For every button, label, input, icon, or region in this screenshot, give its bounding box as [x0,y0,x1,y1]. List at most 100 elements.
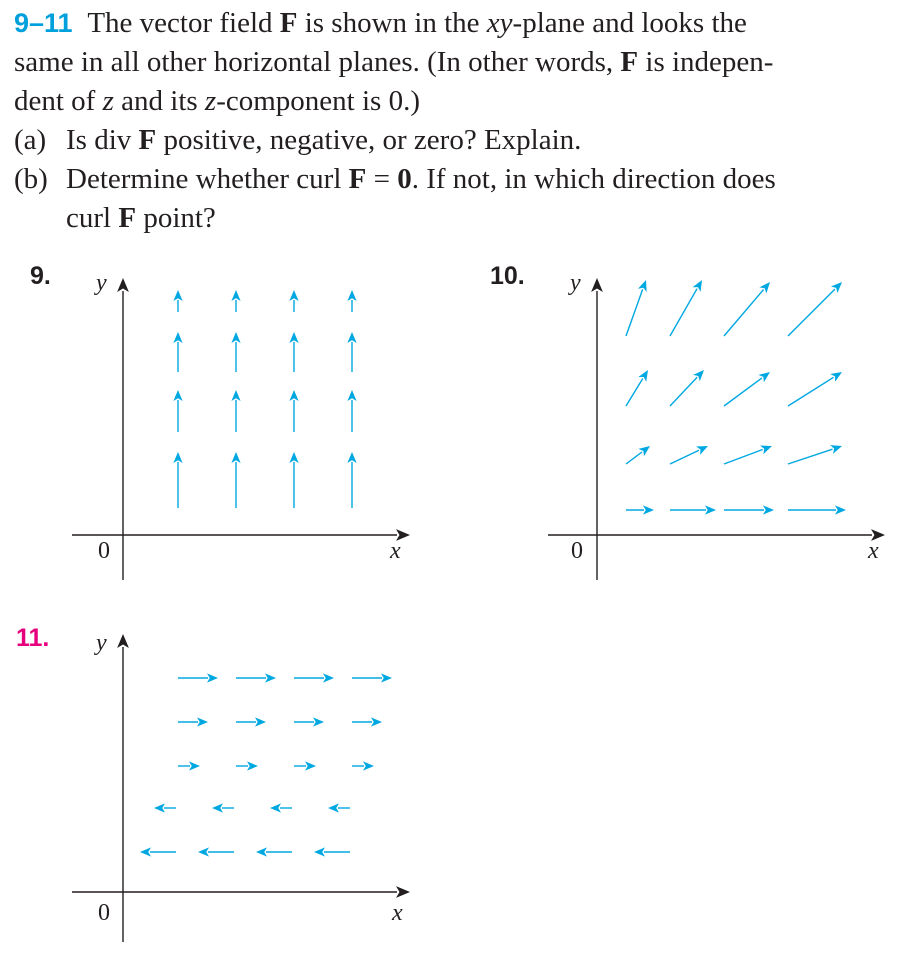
vector-arrow [625,280,647,337]
vector-arrow [347,290,357,312]
text: point? [143,202,216,234]
text: -plane and looks the [512,7,747,39]
vector-arrow [787,372,842,407]
part-b: (b) Determine whether curl F = 0. If not,… [14,160,894,199]
vector-arrow [256,847,292,857]
vector-arrow [289,332,299,372]
vector-arrow [289,452,299,508]
x-axis [72,529,410,541]
vector-arrow [178,761,200,771]
zero-vector: 0 [397,163,412,195]
y-axis-label: y [568,270,581,296]
x-axis [548,529,885,541]
vector-F: F [118,202,137,234]
problem-line-2: same in all other horizontal planes. (In… [14,43,894,82]
vector-arrow [314,847,350,857]
origin-label: 0 [98,538,110,564]
vector-arrow [289,290,299,312]
vector-F: F [348,163,367,195]
vector-arrow [289,390,299,432]
vector-arrow [198,847,234,857]
x-axis-label: x [867,538,879,564]
text: The vector field [87,7,273,39]
vector-arrow [724,505,774,515]
vector-arrow [787,282,842,337]
text: Determine whether curl [66,163,342,195]
vector-arrow [626,505,654,515]
vector-arrow [236,761,258,771]
text: dent of [14,85,96,117]
part-b-label: (b) [14,163,48,195]
vector-F: F [138,124,157,156]
vector-arrow [723,282,770,337]
text: same in all other horizontal planes. (In… [14,46,614,78]
vector-arrow [788,505,846,515]
vector-arrow [347,452,357,508]
y-axis-label: y [94,630,107,656]
equals-sign: = [373,163,390,195]
figure-11-label: 11. [16,624,50,652]
y-axis [117,634,129,942]
vector-arrow [328,803,350,813]
vector-arrow [669,370,704,407]
vector-arrow [294,717,324,727]
vector-arrow [173,390,183,432]
vector-arrow [352,761,374,771]
xy-italic: xy [486,7,513,39]
origin-label: 0 [98,900,110,926]
problem-text: 9–11 The vector field F is shown in the … [14,4,894,238]
vector-arrow [723,445,772,465]
text: -component is 0.) [216,85,420,117]
vector-arrow [231,452,241,508]
x-axis [72,886,410,898]
vector-arrow [236,717,266,727]
vector-arrow [231,390,241,432]
vector-arrow [670,505,716,515]
figure-11-vector-field: y x 0 [72,630,410,942]
vector-arrow [294,673,334,683]
vector-arrow [347,390,357,432]
vector-arrow [669,280,702,337]
vector-arrow [173,290,183,312]
vector-arrow [154,803,176,813]
text: . If not, in which direction does [411,163,776,195]
vector-arrow [178,717,208,727]
text: Is div [66,124,132,156]
vector-arrow [669,446,708,465]
text: and its [121,85,198,117]
vector-arrow [178,673,218,683]
y-axis-label: y [94,270,107,296]
vector-arrow [270,803,292,813]
problem-line-1: 9–11 The vector field F is shown in the … [14,4,894,43]
figure-10-label: 10. [490,262,525,290]
vector-arrow [723,372,770,407]
x-axis-label: x [391,900,403,926]
text: is indepen- [645,46,774,78]
text: curl [66,202,112,234]
vector-arrow [140,847,176,857]
text: is shown in the [304,7,480,39]
vector-arrow [212,803,234,813]
vector-arrow [173,332,183,372]
vector-arrow [625,370,648,407]
figure-9-vector-field: y x 0 [72,270,410,580]
vector-arrow [173,452,183,508]
figure-10-vector-field: y x 0 [548,270,885,580]
vector-arrow [787,445,842,465]
text: positive, negative, or zero? Explain. [163,124,582,156]
vector-arrow [352,717,382,727]
vector-arrow [352,673,392,683]
vector-arrow [347,332,357,372]
vector-F: F [279,7,298,39]
part-b-cont: curl F point? [14,199,894,238]
problem-number: 9–11 [14,8,73,38]
vector-arrow [231,332,241,372]
x-axis-label: x [389,538,401,564]
vector-arrow [231,290,241,312]
problem-line-3: dent of z and its z-component is 0.) [14,82,894,121]
origin-label: 0 [571,538,583,564]
z-italic: z [102,85,114,117]
z-italic: z [204,85,217,117]
vector-arrow [236,673,276,683]
vector-F: F [620,46,639,78]
